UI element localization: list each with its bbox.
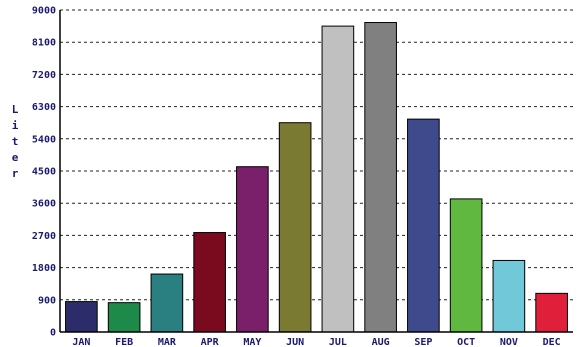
x-tick-label: FEB: [115, 337, 133, 347]
y-tick-label: 900: [38, 295, 56, 306]
x-tick-labels: JAN FEB MAR APR MAY JUN JUL AUG SEP OCT NOV DEC: [72, 337, 560, 347]
bar-jun: [278, 122, 312, 333]
y-tick-label: 3600: [32, 199, 56, 210]
x-tick-label: OCT: [457, 337, 475, 347]
x-tick-label: AUG: [372, 337, 390, 347]
y-tick-label: 9000: [32, 6, 56, 17]
x-tick-label: SEP: [414, 337, 432, 347]
x-tick-label: NOV: [500, 337, 518, 347]
x-tick-label: MAR: [158, 337, 177, 347]
y-tick-label: 1800: [32, 263, 56, 274]
x-tick-label: MAY: [243, 337, 261, 347]
bar-jul: [321, 25, 355, 333]
y-tick-label: 7200: [32, 70, 56, 81]
y-tick-label: 0: [50, 328, 56, 339]
x-tick-label: APR: [201, 337, 220, 347]
bar-aug: [364, 22, 397, 333]
x-tick-label: DEC: [543, 337, 561, 347]
x-tick-label: JUN: [286, 337, 304, 347]
bar-sep: [407, 118, 440, 333]
bar-feb: [107, 302, 141, 333]
bar-jan: [65, 301, 98, 333]
bar-oct: [449, 198, 483, 333]
grid-lines: [60, 9, 573, 301]
bars: [65, 22, 568, 333]
bar-mar: [150, 273, 184, 333]
bar-apr: [193, 232, 226, 333]
bar-nov: [492, 259, 526, 333]
y-tick-label: 4500: [32, 167, 56, 178]
x-tick-label: JUL: [329, 337, 347, 347]
x-tick-label: JAN: [72, 337, 90, 347]
y-tick-labels: 0 900 1800 2700 3600 4500 5400 6300 7200 8100 9000: [32, 6, 56, 339]
y-tick-label: 5400: [32, 134, 56, 145]
y-tick-label: 8100: [32, 38, 56, 49]
y-tick-label: 6300: [32, 102, 56, 113]
bar-may: [236, 166, 269, 333]
y-tick-label: 2700: [32, 231, 56, 242]
bar-dec: [535, 292, 568, 333]
